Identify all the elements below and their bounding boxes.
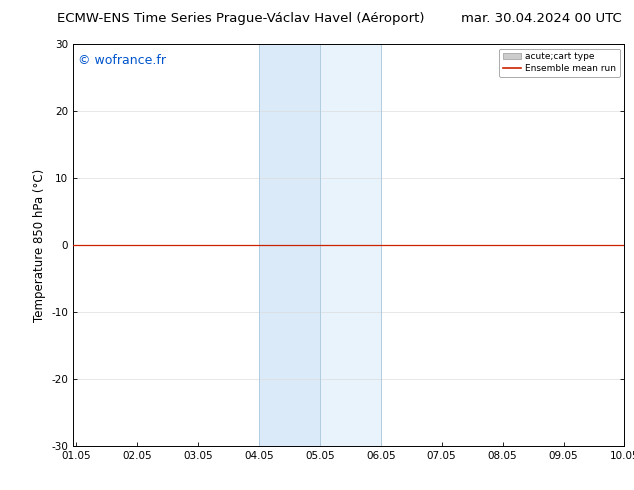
- Bar: [320, 44, 380, 446]
- Y-axis label: Temperature 850 hPa (°C): Temperature 850 hPa (°C): [32, 169, 46, 321]
- Text: © wofrance.fr: © wofrance.fr: [79, 54, 167, 67]
- Legend: acute;cart type, Ensemble mean run: acute;cart type, Ensemble mean run: [499, 49, 620, 76]
- Bar: [259, 44, 320, 446]
- Text: ECMW-ENS Time Series Prague-Václav Havel (Aéroport): ECMW-ENS Time Series Prague-Václav Havel…: [57, 12, 425, 25]
- Text: mar. 30.04.2024 00 UTC: mar. 30.04.2024 00 UTC: [460, 12, 621, 25]
